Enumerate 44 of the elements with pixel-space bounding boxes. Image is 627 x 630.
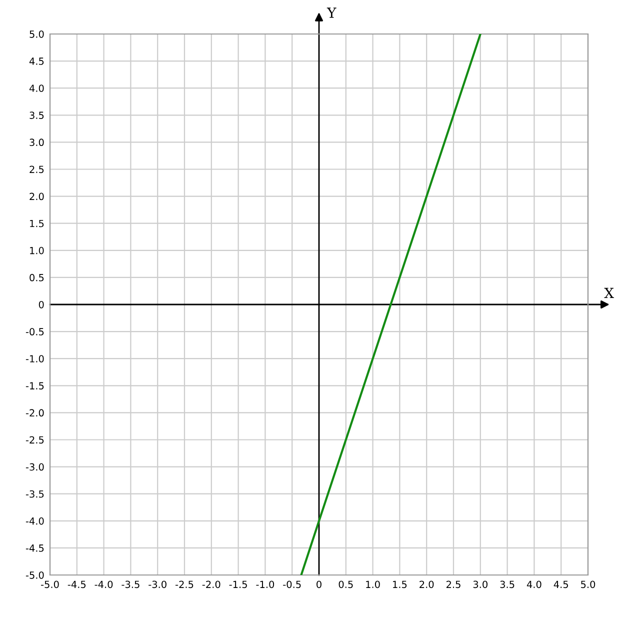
y-tick-label: 3.0 <box>30 138 44 146</box>
y-tick-label: -4.0 <box>26 517 44 525</box>
y-tick-label: -0.5 <box>26 328 44 336</box>
x-tick-label: -2.5 <box>175 580 194 588</box>
y-tick-label: 1.5 <box>30 220 44 228</box>
x-tick-label: 5.0 <box>581 580 596 588</box>
x-tick-label: -5.0 <box>40 580 59 588</box>
y-tick-label: -2.5 <box>26 436 44 444</box>
y-tick-label: -5.0 <box>26 571 44 579</box>
y-tick-label: 1.0 <box>30 246 44 254</box>
x-tick-label: -3.5 <box>122 580 140 588</box>
y-tick-label: 3.5 <box>30 112 44 119</box>
y-tick-label: -3.0 <box>26 463 44 471</box>
y-tick-label: -2.0 <box>26 409 44 417</box>
x-tick-label: 3.5 <box>500 580 514 588</box>
y-tick-label: 2.5 <box>30 166 44 174</box>
y-tick-label: 0 <box>38 300 44 308</box>
y-tick-label: 4.5 <box>29 58 44 65</box>
x-tick-label: 4.0 <box>526 580 542 588</box>
x-tick-label: 3.0 <box>473 580 488 588</box>
x-tick-label: 0.5 <box>338 580 353 588</box>
x-tick-label: -3.0 <box>148 580 166 588</box>
x-tick-label: -0.5 <box>283 580 301 588</box>
y-tick-label: -1.0 <box>26 355 44 362</box>
x-tick-label: -4.0 <box>94 580 113 588</box>
x-tick-label: -1.0 <box>256 580 274 588</box>
x-tick-label: 1.5 <box>393 580 407 588</box>
x-tick-label: 1.0 <box>366 580 380 588</box>
x-tick-label: 2.5 <box>446 580 460 588</box>
x-tick-label: -4.5 <box>68 580 86 588</box>
y-tick-label: -1.5 <box>26 382 44 390</box>
x-axis-title: X <box>604 288 614 298</box>
x-tick-label: -2.0 <box>202 580 220 588</box>
y-tick-label: -4.5 <box>26 544 44 552</box>
x-tick-label: 0 <box>316 580 322 588</box>
y-tick-label: 0.5 <box>30 274 44 282</box>
y-tick-label: 5.0 <box>30 30 44 38</box>
y-tick-label: -3.5 <box>26 490 44 498</box>
y-axis-title: Y <box>326 8 336 18</box>
x-tick-label: 2.0 <box>420 580 434 588</box>
x-tick-label: -1.5 <box>229 580 247 588</box>
y-tick-label: 2.0 <box>30 192 44 200</box>
x-tick-label: 4.5 <box>554 580 568 588</box>
y-tick-label: 4.0 <box>29 84 44 92</box>
